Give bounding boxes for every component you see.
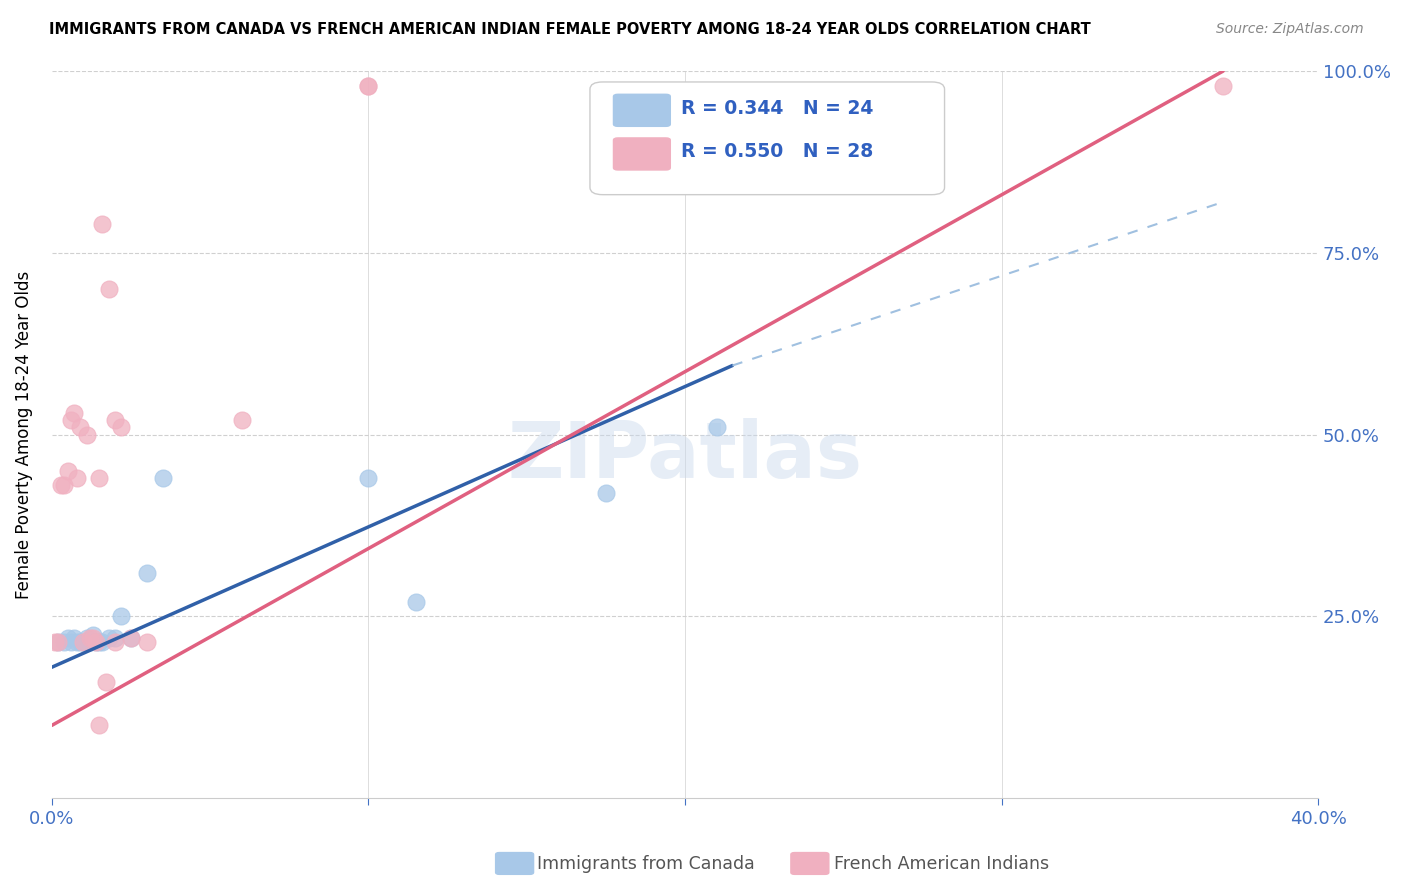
Point bbox=[357, 471, 380, 485]
Point bbox=[89, 718, 111, 732]
Point bbox=[110, 609, 132, 624]
Point bbox=[104, 635, 127, 649]
Point bbox=[120, 631, 142, 645]
Point bbox=[59, 413, 82, 427]
Point bbox=[152, 471, 174, 485]
Point bbox=[72, 635, 94, 649]
Point bbox=[66, 471, 89, 485]
Point bbox=[63, 406, 86, 420]
Point bbox=[59, 635, 82, 649]
Point bbox=[66, 635, 89, 649]
Point bbox=[51, 478, 73, 492]
Point bbox=[84, 635, 107, 649]
Point bbox=[97, 282, 120, 296]
Point bbox=[89, 635, 111, 649]
Point bbox=[84, 635, 107, 649]
Point bbox=[82, 627, 104, 641]
FancyBboxPatch shape bbox=[613, 137, 671, 170]
Point bbox=[104, 631, 127, 645]
Point bbox=[72, 635, 94, 649]
Point bbox=[46, 635, 69, 649]
FancyBboxPatch shape bbox=[613, 94, 671, 127]
Text: ZIPatlas: ZIPatlas bbox=[508, 418, 862, 494]
Point bbox=[405, 595, 427, 609]
Point bbox=[53, 478, 76, 492]
Text: R = 0.344   N = 24: R = 0.344 N = 24 bbox=[681, 99, 873, 118]
Point bbox=[97, 631, 120, 645]
Point bbox=[46, 635, 69, 649]
Point bbox=[56, 631, 79, 645]
Point bbox=[94, 674, 117, 689]
Text: Source: ZipAtlas.com: Source: ZipAtlas.com bbox=[1216, 22, 1364, 37]
Point bbox=[110, 420, 132, 434]
Point bbox=[135, 566, 157, 580]
Point bbox=[357, 78, 380, 93]
Text: Immigrants from Canada: Immigrants from Canada bbox=[537, 855, 755, 873]
Point bbox=[104, 413, 127, 427]
Point bbox=[91, 635, 114, 649]
Point bbox=[82, 631, 104, 645]
Point bbox=[44, 635, 66, 649]
Point bbox=[63, 631, 86, 645]
Point bbox=[56, 464, 79, 478]
Point bbox=[1212, 78, 1234, 93]
Point bbox=[91, 217, 114, 231]
Point bbox=[53, 635, 76, 649]
Point bbox=[69, 635, 91, 649]
Point bbox=[79, 631, 101, 645]
FancyBboxPatch shape bbox=[591, 82, 945, 194]
Point bbox=[120, 631, 142, 645]
Text: French American Indians: French American Indians bbox=[834, 855, 1049, 873]
Point bbox=[231, 413, 253, 427]
Point bbox=[76, 631, 98, 645]
Point bbox=[76, 427, 98, 442]
Point bbox=[357, 78, 380, 93]
Text: IMMIGRANTS FROM CANADA VS FRENCH AMERICAN INDIAN FEMALE POVERTY AMONG 18-24 YEAR: IMMIGRANTS FROM CANADA VS FRENCH AMERICA… bbox=[49, 22, 1091, 37]
Point bbox=[69, 420, 91, 434]
Text: R = 0.550   N = 28: R = 0.550 N = 28 bbox=[681, 142, 873, 161]
Point bbox=[595, 485, 617, 500]
Point bbox=[89, 471, 111, 485]
Point bbox=[706, 420, 728, 434]
Point bbox=[79, 635, 101, 649]
Y-axis label: Female Poverty Among 18-24 Year Olds: Female Poverty Among 18-24 Year Olds bbox=[15, 270, 32, 599]
Point bbox=[135, 635, 157, 649]
